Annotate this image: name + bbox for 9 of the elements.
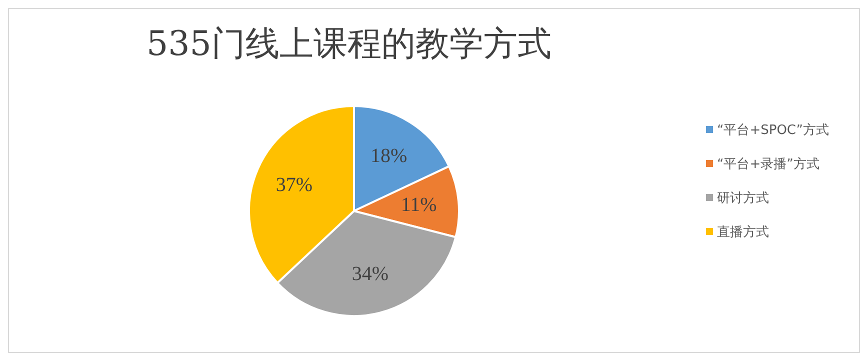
- legend-label: 直播方式: [716, 224, 769, 240]
- legend-label: “平台+SPOC”方式: [716, 122, 829, 138]
- legend-label: 研讨方式: [716, 190, 769, 206]
- data-label: 34%: [352, 263, 389, 286]
- chart-title: 535门线上课程的教学方式: [146, 23, 552, 66]
- data-label: 37%: [276, 174, 313, 196]
- data-label: 11%: [400, 194, 437, 216]
- legend-label: “平台+录播”方式: [716, 156, 820, 172]
- data-label: 18%: [370, 145, 408, 168]
